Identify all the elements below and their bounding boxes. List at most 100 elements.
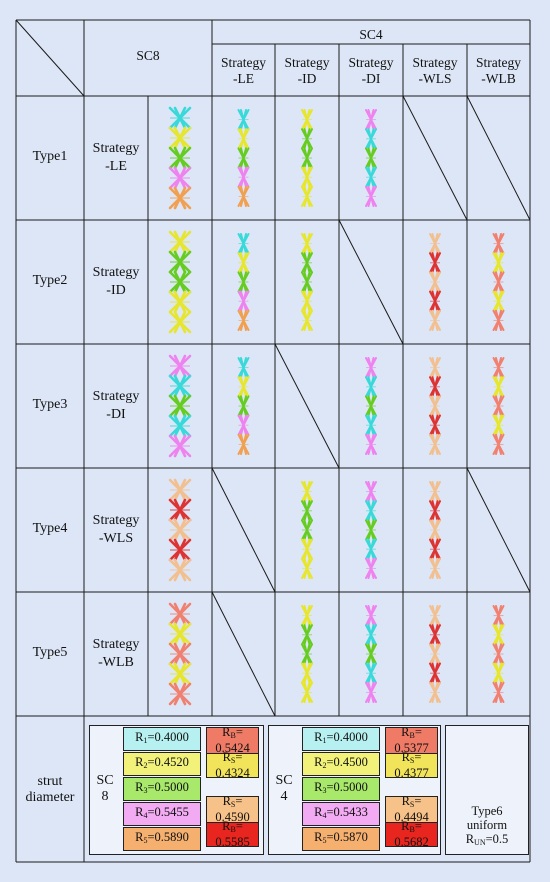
header-sc4-strategy-0: Strategy -LE <box>221 55 266 86</box>
sc4-radius-4-subscript: 4 <box>322 811 327 820</box>
sc4-side-radius-0-symbol: R <box>401 725 410 739</box>
sc4-strut-row-2-col-3 <box>429 357 441 455</box>
row-sc8-strategy-label: Strategy -DI <box>92 389 140 422</box>
sc8-radius-2: R2=0.4520 <box>123 752 201 776</box>
sc8-side-radius-2-symbol: R <box>222 794 231 808</box>
sc4-side-radius-1: RS= 0.4377 <box>385 750 438 780</box>
header-sc4: SC4 <box>359 27 383 42</box>
sc4-strut-row-1-col-3 <box>429 233 441 331</box>
sc8-side-radius-1-value: = 0.4324 <box>215 750 250 780</box>
sc4-side-radius-1-symbol: R <box>401 750 410 764</box>
sc8-strut-row-3 <box>168 478 192 582</box>
type6-radius-symbol: R <box>465 832 475 846</box>
sc4-strut-row-1-col-1 <box>301 233 313 331</box>
empty-cell-diagonal <box>274 343 340 469</box>
sc8-side-radius-3: RB= 0.5585 <box>206 819 259 849</box>
row-type-label: Type5 <box>32 645 68 660</box>
sc4-radius-3-subscript: 3 <box>322 786 327 795</box>
sc4-side-radius-2: RS= 0.4494 <box>385 794 438 824</box>
sc4-radius-2: R2=0.4500 <box>302 752 380 776</box>
sc4-strut-row-3-col-3 <box>429 481 441 579</box>
header-sc4-strategy-4: Strategy -WLB <box>476 55 521 86</box>
sc8-radius-4: R4=0.5455 <box>123 802 201 826</box>
sc8-strut-row-2 <box>168 354 192 458</box>
sc4-panel-label: SC 4 <box>275 773 293 804</box>
sc8-radius-4-subscript: 4 <box>143 811 148 820</box>
sc8-radius-3-symbol: R <box>135 780 144 794</box>
sc4-strut-row-2-col-2 <box>365 357 377 455</box>
sc8-side-radius-0-subscript: B <box>230 731 236 740</box>
header-sc8: SC8 <box>136 48 160 63</box>
sc8-side-radius-2-value: = 0.4590 <box>215 794 250 824</box>
sc4-side-radius-2-subscript: S <box>409 800 415 809</box>
sc8-radius-2-value: =0.4520 <box>147 755 189 769</box>
sc4-radius-5-symbol: R <box>314 830 323 844</box>
sc4-radius-5: R5=0.5870 <box>302 827 380 851</box>
sc4-radius-2-value: =0.4500 <box>326 755 368 769</box>
sc4-side-radius-0-subscript: B <box>409 731 415 740</box>
sc4-radius-3-symbol: R <box>314 780 323 794</box>
sc4-radius-3: R3=0.5000 <box>302 777 380 801</box>
sc8-radius-1-value: =0.4000 <box>147 730 189 744</box>
row-type-label: Type2 <box>32 273 68 288</box>
sc4-side-radius-3-symbol: R <box>401 819 410 833</box>
sc4-strut-row-1-col-0 <box>237 233 250 331</box>
sc8-side-radius-2-subscript: S <box>230 800 236 809</box>
sc8-radius-3-subscript: 3 <box>143 786 148 795</box>
sc8-radius-3: R3=0.5000 <box>123 777 201 801</box>
sc4-strut-row-0-col-0 <box>237 109 250 207</box>
sc8-side-radius-0-symbol: R <box>222 725 231 739</box>
sc8-radius-5-value: =0.5890 <box>147 830 189 844</box>
header-sc4-strategy-1: Strategy -ID <box>284 55 330 86</box>
type6-radius: RUN=0.5 <box>445 832 529 850</box>
type6-caption-line2: uniform <box>466 818 508 832</box>
row-sc8-strategy-label: Strategy -ID <box>92 265 140 298</box>
sc4-strut-row-3-col-2 <box>365 481 377 579</box>
sc4-radius-4-symbol: R <box>314 805 323 819</box>
sc8-radius-5-symbol: R <box>135 830 144 844</box>
sc8-radius-3-value: =0.5000 <box>147 780 189 794</box>
type6-caption-line1: Type6 <box>471 804 503 818</box>
sc4-side-radius-2-value: = 0.4494 <box>394 794 429 824</box>
sc4-strut-row-4-col-3 <box>429 605 441 703</box>
sc8-radius-4-value: =0.5455 <box>147 805 189 819</box>
sc8-panel-label: SC 8 <box>96 773 114 804</box>
sc8-side-radius-3-value: = 0.5585 <box>215 819 250 849</box>
row-type-label: Type4 <box>32 521 68 536</box>
sc8-radius-1-symbol: R <box>135 730 144 744</box>
sc8-side-radius-1-subscript: S <box>230 756 236 765</box>
strut-diameter-label: strut diameter <box>25 774 75 805</box>
sc8-radius-5: R5=0.5890 <box>123 827 201 851</box>
sc8-radius-1-subscript: 1 <box>143 736 148 745</box>
sc4-side-radius-2-symbol: R <box>401 794 410 808</box>
type6-caption: Type6 uniform RUN=0.5 <box>445 804 529 850</box>
empty-cell-diagonal <box>466 467 531 593</box>
sc8-side-radius-2: RS= 0.4590 <box>206 794 259 824</box>
sc4-strut-row-4-col-4 <box>492 605 505 703</box>
sc8-side-radius-3-subscript: B <box>230 825 236 834</box>
sc4-strut-row-2-col-4 <box>492 357 505 455</box>
type6-radius-value: =0.5 <box>485 832 509 846</box>
sc4-side-radius-1-value: = 0.4377 <box>394 750 429 780</box>
sc4-strut-row-4-col-1 <box>301 605 313 703</box>
sc8-radius-2-symbol: R <box>135 755 144 769</box>
sc4-side-radius-3-subscript: B <box>409 825 415 834</box>
sc4-radius-3-value: =0.5000 <box>326 780 368 794</box>
row-sc8-strategy-label: Strategy -LE <box>92 141 140 174</box>
sc8-radius-1: R1=0.4000 <box>123 727 201 751</box>
sc4-radius-5-subscript: 5 <box>322 836 327 845</box>
empty-cell-diagonal <box>211 591 276 717</box>
sc4-radius-4-value: =0.5433 <box>326 805 368 819</box>
row-type-label: Type3 <box>32 397 68 412</box>
sc8-side-radius-3-symbol: R <box>222 819 231 833</box>
sc4-strut-row-1-col-4 <box>492 233 505 331</box>
sc4-strut-row-3-col-1 <box>301 481 313 579</box>
sc8-side-radius-0: RB= 0.5424 <box>206 725 259 755</box>
sc4-strut-row-0-col-1 <box>301 109 313 207</box>
row-sc8-strategy-label: Strategy -WLB <box>92 637 140 670</box>
sc8-side-radius-1: RS= 0.4324 <box>206 750 259 780</box>
row-type-label: Type1 <box>32 149 68 164</box>
empty-cell-diagonal <box>466 95 531 221</box>
sc8-strut-row-4 <box>168 602 192 706</box>
type6-panel <box>445 725 529 855</box>
